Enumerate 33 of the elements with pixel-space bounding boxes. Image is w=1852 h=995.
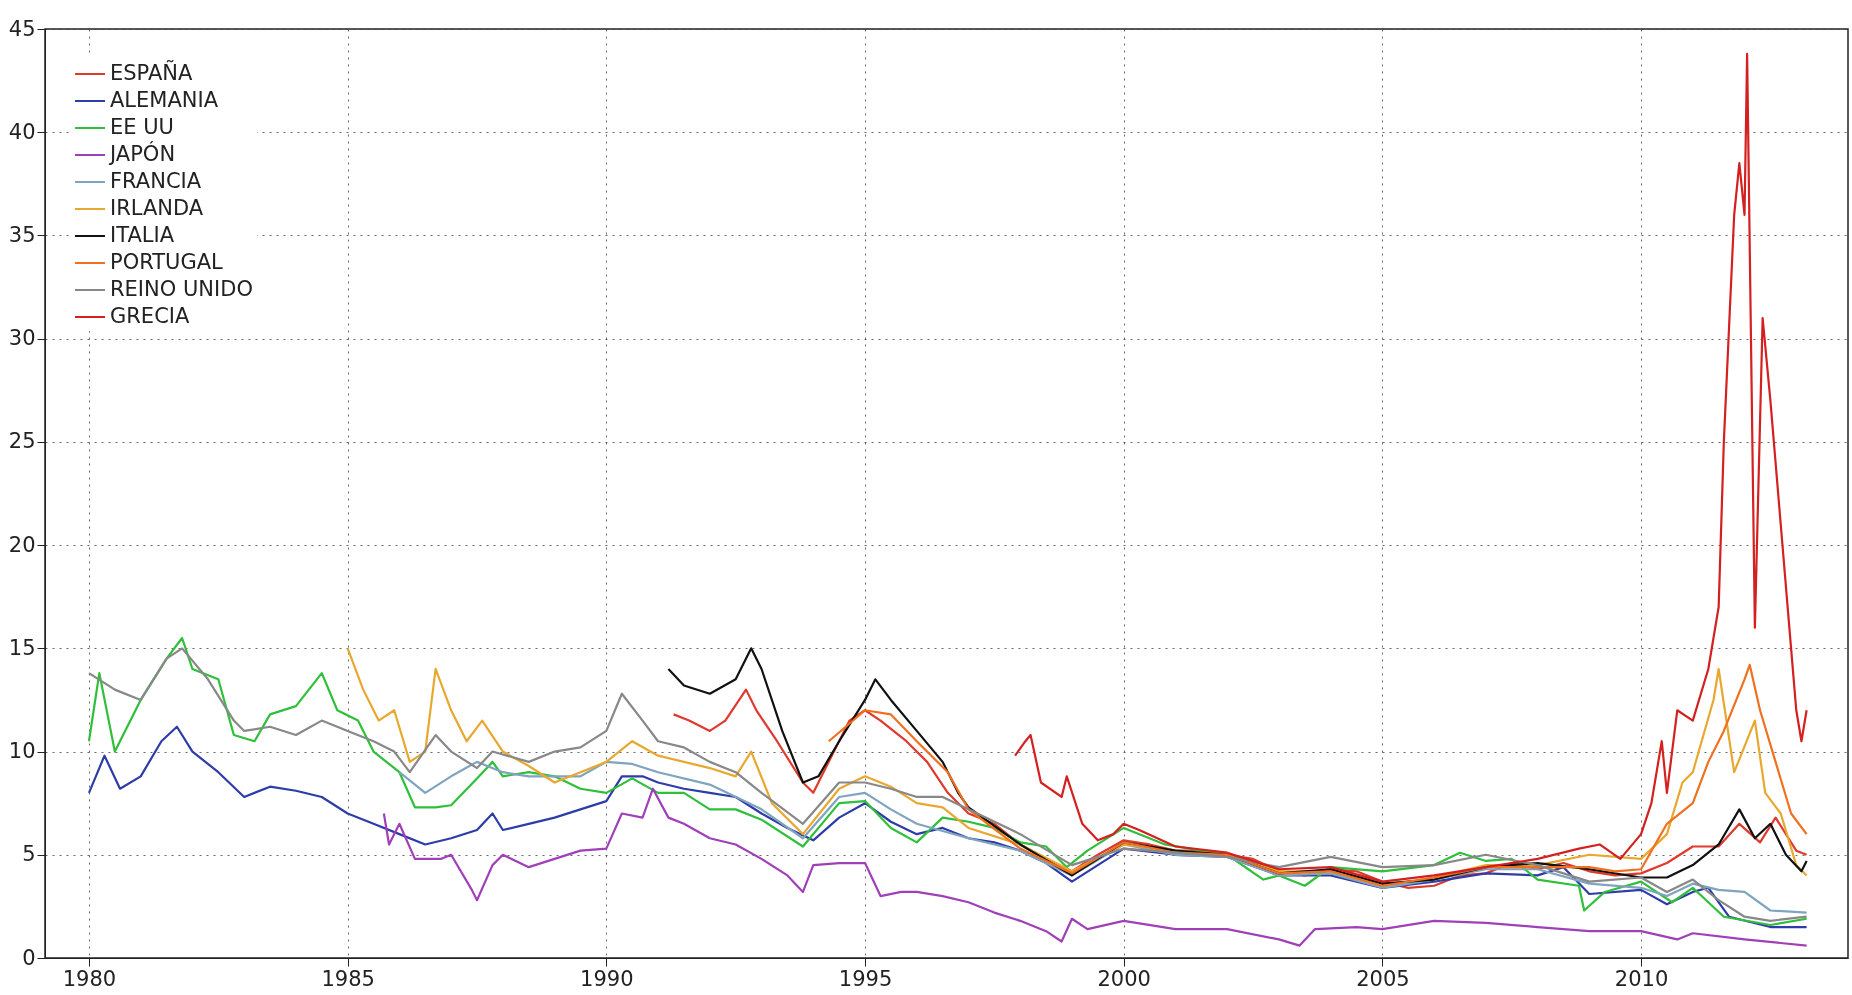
legend-label: PORTUGAL [110,250,224,274]
legend-label: FRANCIA [110,169,202,193]
x-tick-label: 1985 [321,966,375,991]
y-tick-label: 30 [8,326,36,351]
line-series [667,647,1808,885]
line-series [1013,52,1808,883]
legend-label: ITALIA [110,223,175,247]
x-tick-label: 2010 [1614,966,1669,991]
x-tick-label: 2000 [1097,966,1151,991]
legend-label: IRLANDA [110,196,204,220]
line-series [827,663,1808,887]
y-tick-label: 45 [8,16,36,41]
y-tick-label: 35 [8,222,36,247]
y-tick-label: 0 [22,945,36,970]
legend-label: ALEMANIA [110,88,219,112]
y-tick-label: 10 [8,739,36,764]
y-tick-label: 25 [8,429,36,454]
y-tick-label: 5 [22,842,36,867]
legend-label: REINO UNIDO [110,277,253,301]
line-series [382,787,1808,947]
x-tick-label: 1995 [838,966,893,991]
legend-label: JAPÓN [108,141,176,166]
y-tick-label: 15 [8,635,36,660]
line-series [87,725,1808,929]
y-tick-label: 40 [8,119,36,144]
legend-label: ESPAÑA [110,59,193,85]
x-tick-label: 2005 [1356,966,1410,991]
x-tick-label: 1990 [580,966,634,991]
legend-label: EE UU [110,115,174,139]
line-series [398,760,1808,914]
y-tick-label: 20 [8,532,36,557]
legend-label: GRECIA [110,304,190,328]
x-tick-label: 1980 [62,966,117,991]
